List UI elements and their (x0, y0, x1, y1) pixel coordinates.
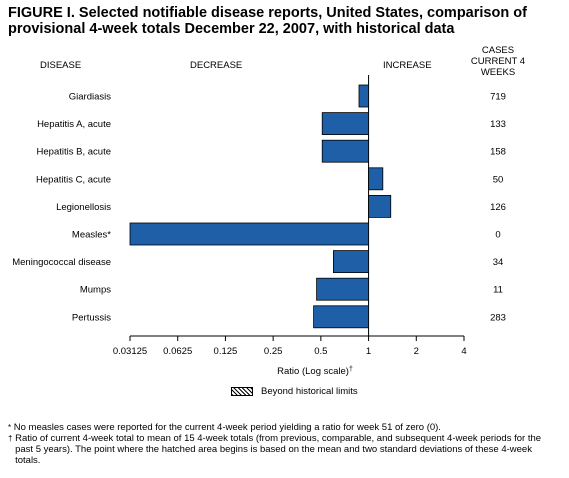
category-label: Meningococcal disease (12, 257, 111, 268)
bar (333, 250, 369, 274)
cases-value: 158 (490, 147, 506, 158)
increase-header: INCREASE (383, 60, 432, 71)
footnote-text: Ratio of current 4-week total to mean of… (15, 433, 542, 466)
cases-value: 34 (493, 257, 504, 268)
figure-title: FIGURE I. Selected notifiable disease re… (8, 5, 527, 37)
bar (316, 277, 369, 301)
category-label: Hepatitis B, acute (37, 147, 111, 158)
cases-value: 50 (493, 174, 504, 185)
cases-value: 126 (490, 202, 506, 213)
x-tick-label: 2 (414, 346, 419, 357)
x-tick-label: 0.125 (214, 346, 238, 357)
bar (358, 84, 369, 108)
ratio-bar-chart: Giardiasis 719 Hepatitis A, acute 133 Hepati… (12, 75, 506, 377)
bar (313, 305, 369, 329)
footnote-ratio: † Ratio of current 4-week total to mean … (8, 433, 563, 466)
x-axis-label: Ratio (Log scale)† (277, 366, 353, 377)
footnote-text: No measles cases were reported for the c… (13, 422, 441, 433)
decrease-header: DECREASE (190, 60, 243, 71)
x-axis-label-mark: † (349, 366, 353, 373)
cases-value: 719 (490, 92, 506, 103)
cases-value: 0 (495, 230, 500, 241)
x-tick-label: 0.0625 (163, 346, 192, 357)
x-tick-label: 0.03125 (113, 346, 147, 357)
x-tick-label: 0.5 (314, 346, 327, 357)
x-tick-label: 0.25 (264, 346, 283, 357)
x-tick-label: 4 (461, 346, 466, 357)
bar (368, 194, 392, 218)
cases-column-header: CASES CURRENT 4 WEEKS (470, 45, 526, 78)
category-label: Giardiasis (69, 92, 111, 103)
cases-value: 283 (490, 312, 506, 323)
category-label: Measles* (72, 230, 111, 241)
footnote-measles: * No measles cases were reported for the… (8, 422, 563, 433)
bar (321, 139, 369, 163)
footnote-mark: † (8, 434, 13, 443)
bar (368, 167, 384, 191)
category-label: Pertussis (72, 312, 111, 323)
legend-label: Beyond historical limits (261, 386, 358, 397)
category-label: Hepatitis A, acute (37, 119, 111, 130)
hatched-swatch-icon (231, 387, 253, 396)
x-tick-label: 1 (366, 346, 371, 357)
category-label: Hepatitis C, acute (36, 174, 111, 185)
category-label: Legionellosis (56, 202, 111, 213)
cases-value: 11 (493, 285, 503, 296)
category-label: Mumps (80, 285, 111, 296)
cases-value: 133 (490, 119, 506, 130)
bar (321, 112, 369, 135)
footnote-mark: * (8, 423, 12, 432)
bar (129, 222, 369, 246)
disease-column-header: DISEASE (40, 60, 82, 71)
